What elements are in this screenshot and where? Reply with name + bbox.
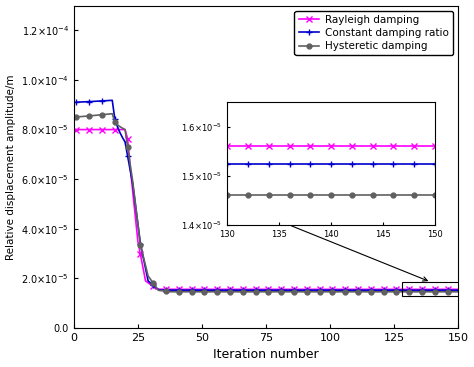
Hysteretic damping [201, 290, 207, 294]
Constant damping ratio [340, 288, 346, 292]
Hysteretic damping [276, 290, 282, 294]
Line: Rayleigh damping: Rayleigh damping [73, 127, 461, 292]
Constant damping ratio [455, 288, 461, 292]
Hysteretic damping [432, 290, 438, 294]
Hysteretic damping [391, 290, 397, 294]
Rayleigh damping [73, 127, 79, 132]
Constant damping ratio [73, 100, 79, 104]
Hysteretic damping [340, 290, 346, 294]
Constant damping ratio [276, 288, 282, 292]
Constant damping ratio [227, 288, 233, 292]
Hysteretic damping [73, 115, 79, 119]
Line: Hysteretic damping: Hysteretic damping [74, 111, 460, 294]
Hysteretic damping [455, 290, 461, 294]
Constant damping ratio [201, 288, 207, 292]
Constant damping ratio [109, 98, 115, 102]
Rayleigh damping [225, 287, 230, 291]
Rayleigh damping [273, 287, 279, 291]
Hysteretic damping [109, 112, 115, 116]
Rayleigh damping [337, 287, 343, 291]
Y-axis label: Relative displacement amplitude/m: Relative displacement amplitude/m [6, 74, 16, 259]
Rayleigh damping [389, 287, 394, 291]
Line: Constant damping ratio: Constant damping ratio [73, 97, 461, 294]
Bar [401, 282, 461, 296]
Rayleigh damping [289, 287, 294, 291]
Legend: Rayleigh damping, Constant damping ratio, Hysteretic damping: Rayleigh damping, Constant damping ratio… [294, 11, 453, 55]
Constant damping ratio [422, 288, 428, 292]
X-axis label: Iteration number: Iteration number [213, 348, 319, 361]
Rayleigh damping [199, 287, 205, 291]
Constant damping ratio [391, 288, 397, 292]
Hysteretic damping [227, 290, 233, 294]
Rayleigh damping [419, 287, 425, 291]
Rayleigh damping [455, 287, 461, 291]
Hysteretic damping [291, 290, 297, 294]
Constant damping ratio [291, 288, 297, 292]
